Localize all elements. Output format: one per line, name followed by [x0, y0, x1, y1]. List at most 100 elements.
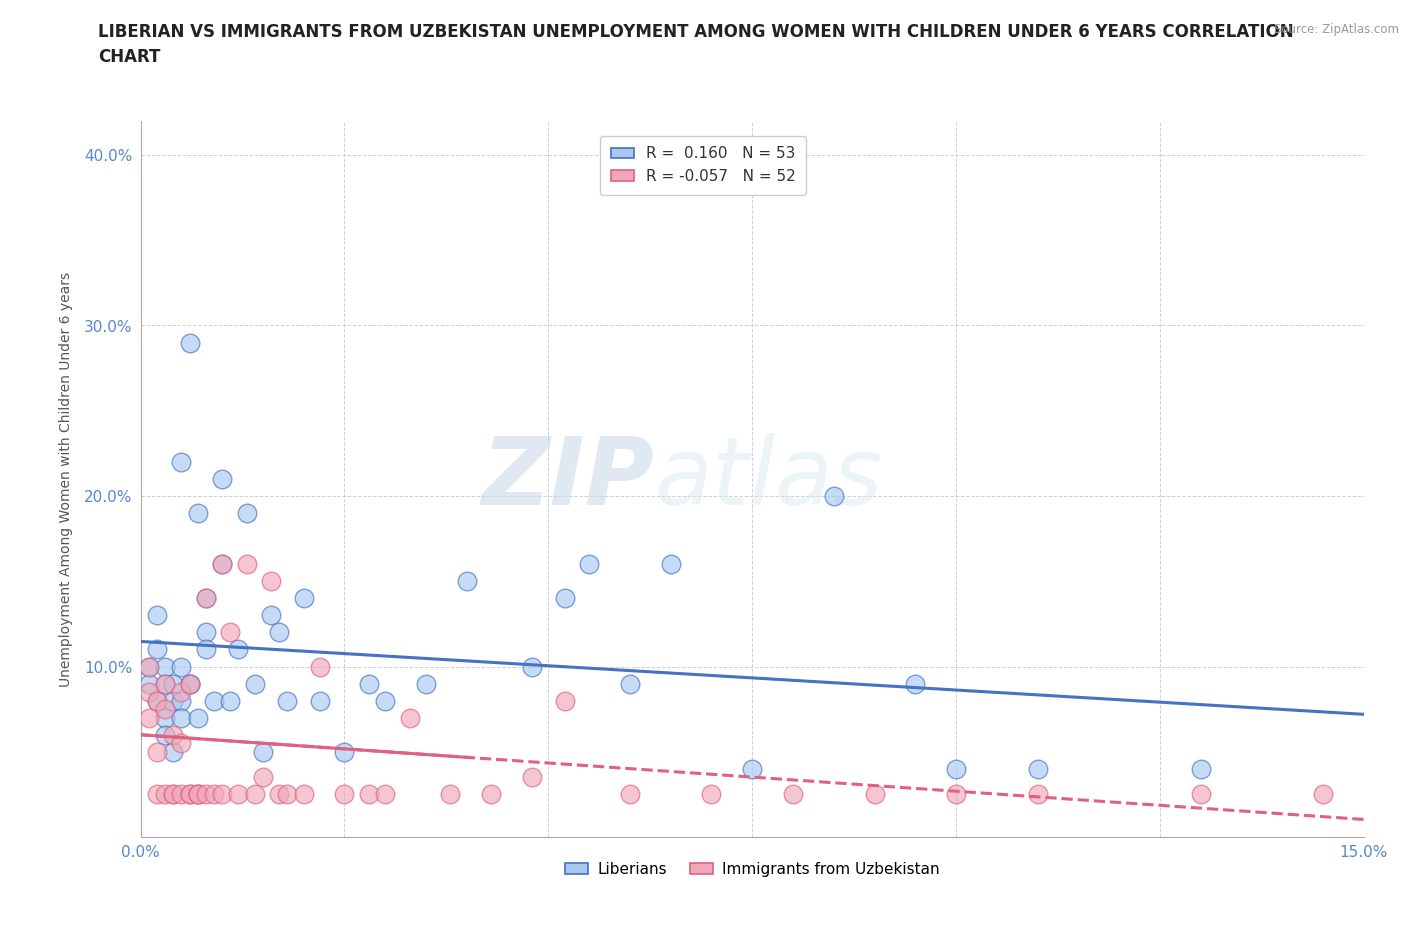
Point	[146, 744, 169, 759]
Point	[162, 787, 184, 802]
Point	[138, 659, 160, 674]
Point	[194, 591, 217, 605]
Point	[211, 557, 233, 572]
Point	[554, 693, 576, 708]
Point	[269, 625, 291, 640]
Point	[863, 787, 886, 802]
Point	[146, 642, 169, 657]
Point	[153, 702, 176, 717]
Point	[153, 659, 176, 674]
Point	[179, 676, 201, 691]
Point	[194, 591, 217, 605]
Point	[252, 770, 274, 785]
Point	[194, 625, 217, 640]
Point	[211, 787, 233, 802]
Point	[146, 693, 169, 708]
Point	[235, 506, 257, 521]
Point	[211, 557, 233, 572]
Point	[619, 787, 641, 802]
Point	[741, 762, 763, 777]
Point	[187, 787, 209, 802]
Point	[162, 787, 184, 802]
Point	[187, 787, 209, 802]
Point	[162, 744, 184, 759]
Text: ZIP: ZIP	[481, 433, 654, 525]
Point	[170, 787, 193, 802]
Point	[782, 787, 804, 802]
Point	[260, 608, 283, 623]
Point	[162, 693, 184, 708]
Point	[309, 659, 332, 674]
Point	[153, 676, 176, 691]
Point	[357, 676, 380, 691]
Point	[162, 727, 184, 742]
Point	[554, 591, 576, 605]
Point	[252, 744, 274, 759]
Point	[194, 642, 217, 657]
Point	[398, 711, 420, 725]
Point	[276, 693, 298, 708]
Point	[309, 693, 332, 708]
Point	[243, 676, 266, 691]
Point	[1026, 787, 1049, 802]
Point	[945, 762, 967, 777]
Point	[179, 335, 201, 350]
Point	[292, 787, 315, 802]
Point	[170, 684, 193, 699]
Legend: Liberians, Immigrants from Uzbekistan: Liberians, Immigrants from Uzbekistan	[560, 856, 945, 884]
Point	[170, 711, 193, 725]
Point	[659, 557, 682, 572]
Point	[374, 693, 396, 708]
Y-axis label: Unemployment Among Women with Children Under 6 years: Unemployment Among Women with Children U…	[59, 272, 73, 686]
Point	[146, 693, 169, 708]
Point	[578, 557, 600, 572]
Point	[138, 711, 160, 725]
Point	[219, 625, 242, 640]
Point	[179, 787, 201, 802]
Point	[700, 787, 723, 802]
Point	[333, 787, 356, 802]
Point	[170, 659, 193, 674]
Point	[1026, 762, 1049, 777]
Point	[520, 770, 543, 785]
Point	[187, 711, 209, 725]
Point	[357, 787, 380, 802]
Point	[211, 472, 233, 486]
Point	[146, 608, 169, 623]
Point	[269, 787, 291, 802]
Point	[1189, 787, 1212, 802]
Point	[1312, 787, 1334, 802]
Point	[179, 676, 201, 691]
Point	[235, 557, 257, 572]
Point	[194, 787, 217, 802]
Point	[138, 676, 160, 691]
Point	[823, 488, 845, 503]
Point	[228, 642, 250, 657]
Point	[179, 676, 201, 691]
Point	[202, 693, 225, 708]
Point	[170, 693, 193, 708]
Point	[520, 659, 543, 674]
Point	[146, 787, 169, 802]
Point	[138, 659, 160, 674]
Point	[228, 787, 250, 802]
Point	[162, 676, 184, 691]
Point	[187, 787, 209, 802]
Text: LIBERIAN VS IMMIGRANTS FROM UZBEKISTAN UNEMPLOYMENT AMONG WOMEN WITH CHILDREN UN: LIBERIAN VS IMMIGRANTS FROM UZBEKISTAN U…	[98, 23, 1294, 66]
Point	[170, 455, 193, 470]
Point	[170, 736, 193, 751]
Point	[479, 787, 502, 802]
Point	[179, 787, 201, 802]
Point	[153, 727, 176, 742]
Point	[333, 744, 356, 759]
Point	[153, 787, 176, 802]
Point	[153, 711, 176, 725]
Point	[138, 684, 160, 699]
Point	[292, 591, 315, 605]
Point	[374, 787, 396, 802]
Point	[260, 574, 283, 589]
Text: atlas: atlas	[654, 433, 883, 525]
Point	[415, 676, 437, 691]
Point	[243, 787, 266, 802]
Point	[1189, 762, 1212, 777]
